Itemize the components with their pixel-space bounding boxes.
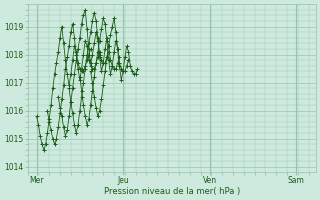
X-axis label: Pression niveau de la mer( hPa ): Pression niveau de la mer( hPa ) [104, 187, 240, 196]
